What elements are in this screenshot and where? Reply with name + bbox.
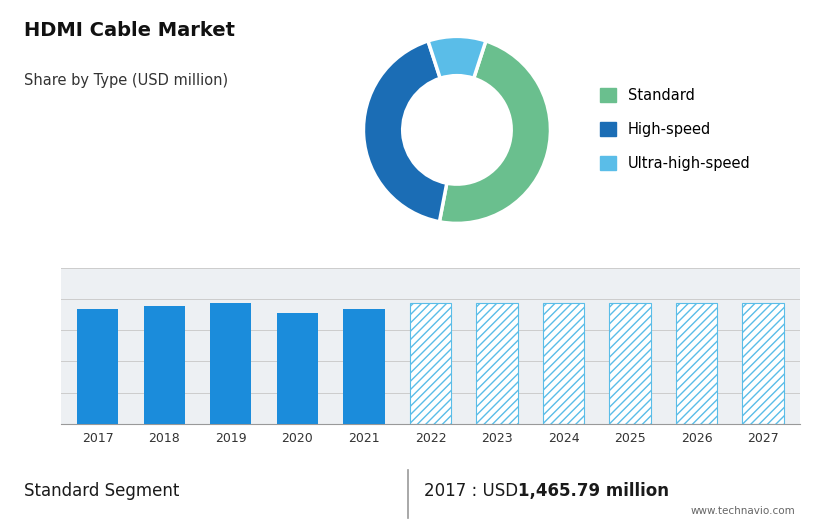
Bar [78,309,118,424]
Text: Standard Segment: Standard Segment [24,482,180,499]
Text: www.technavio.com: www.technavio.com [691,506,796,516]
Bar [610,303,650,424]
Wedge shape [428,36,486,78]
Bar [610,303,650,424]
Wedge shape [363,41,447,222]
Bar [743,303,783,424]
Bar [676,303,717,424]
Legend: Standard, High-speed, Ultra-high-speed: Standard, High-speed, Ultra-high-speed [600,88,751,172]
Text: Share by Type (USD million): Share by Type (USD million) [24,73,228,88]
Text: HDMI Cable Market: HDMI Cable Market [24,21,236,40]
Bar [477,303,517,424]
Bar [144,306,185,424]
Bar [410,303,451,424]
Wedge shape [440,41,551,223]
Bar [410,303,451,424]
Bar [543,303,584,424]
Text: 1,465.79 million: 1,465.79 million [518,482,669,499]
Bar [211,303,251,424]
Bar [676,303,717,424]
Bar [743,303,783,424]
Text: 2017 : USD: 2017 : USD [424,482,524,499]
Bar [543,303,584,424]
Bar [344,309,384,424]
Bar [277,313,318,424]
Bar [477,303,517,424]
